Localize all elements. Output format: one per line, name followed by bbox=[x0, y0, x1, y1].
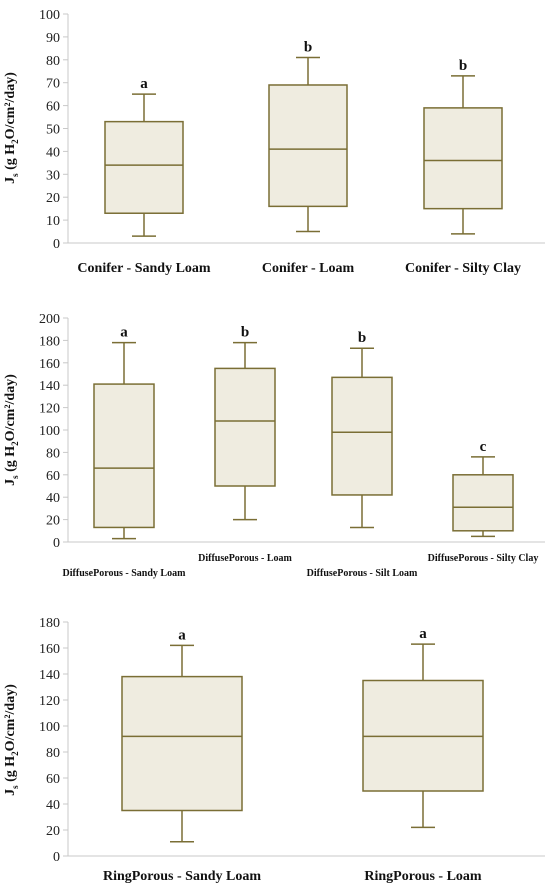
y-axis-title-part: O/cm²/day) bbox=[3, 684, 18, 752]
y-tick-label: 20 bbox=[46, 824, 60, 839]
chart-panel-1: 0 10 20 30 40 50 60 70 80 90 100 Js (g H2O/cm²/day)… bbox=[3, 8, 545, 276]
y-axis-title-part: O/cm²/day) bbox=[3, 72, 18, 140]
y-tick-label: 80 bbox=[46, 54, 60, 69]
box-2: b bbox=[268, 40, 348, 233]
y-axis-title-part: J bbox=[3, 789, 18, 796]
box-2: b bbox=[214, 325, 276, 521]
y-tick-label: 90 bbox=[46, 31, 60, 46]
box-3: b bbox=[331, 330, 393, 529]
category-label: RingPorous - Sandy Loam bbox=[103, 869, 261, 884]
box-2: a bbox=[362, 626, 484, 829]
chart-panel-3: 0 20 40 60 80 100 120 140 160 180 Js (g H2O/cm²/da… bbox=[3, 616, 545, 884]
y-tick-label: 20 bbox=[46, 191, 60, 206]
y-tick-label: 200 bbox=[39, 312, 60, 327]
y-tick-label: 60 bbox=[46, 100, 60, 115]
y-axis-title-part: (g H bbox=[3, 756, 18, 786]
y-tick-label: 0 bbox=[53, 536, 60, 551]
category-label: Conifer - Sandy Loam bbox=[77, 261, 210, 276]
y-axis-title-part: O/cm²/day) bbox=[3, 374, 18, 442]
category-label: Conifer - Loam bbox=[262, 261, 355, 276]
y-tick-label: 100 bbox=[39, 8, 60, 23]
y-tick-label: 60 bbox=[46, 469, 60, 484]
y-axis-title-part: J bbox=[3, 177, 18, 184]
significance-letter: b bbox=[459, 58, 467, 74]
y-tick-label: 40 bbox=[46, 145, 60, 160]
significance-letter: a bbox=[178, 627, 186, 643]
iqr-box bbox=[423, 107, 503, 210]
y-tick-label: 60 bbox=[46, 772, 60, 787]
iqr-box bbox=[93, 383, 155, 529]
y-tick-label: 140 bbox=[39, 379, 60, 394]
y-tick-label: 100 bbox=[39, 424, 60, 439]
y-tick-label: 180 bbox=[39, 616, 60, 631]
y-axis-title-part: s bbox=[10, 173, 20, 177]
y-axis-title-part: (g H bbox=[3, 446, 18, 476]
y-tick-label: 40 bbox=[46, 491, 60, 506]
y-axis-title: Js (g H2O/cm²/day) bbox=[3, 374, 20, 486]
y-axis-title-part: J bbox=[3, 479, 18, 486]
y-tick-label: 50 bbox=[46, 123, 60, 138]
y-tick-label: 40 bbox=[46, 798, 60, 813]
significance-letter: c bbox=[480, 439, 487, 455]
y-tick-label: 80 bbox=[46, 746, 60, 761]
significance-letter: b bbox=[358, 330, 366, 346]
iqr-box bbox=[452, 474, 514, 532]
category-label: DiffusePorous - Silty Clay bbox=[428, 553, 539, 564]
y-axis-title-part: 2 bbox=[10, 751, 20, 756]
iqr-box bbox=[214, 367, 276, 487]
significance-letter: a bbox=[120, 325, 128, 341]
iqr-box bbox=[104, 120, 184, 214]
category-label: DiffusePorous - Silt Loam bbox=[307, 568, 418, 579]
y-axis-title-part: 2 bbox=[10, 441, 20, 446]
y-axis-title: Js (g H2O/cm²/day) bbox=[3, 684, 20, 796]
y-tick-label: 100 bbox=[39, 720, 60, 735]
significance-letter: a bbox=[140, 76, 148, 92]
box-1: a bbox=[104, 76, 184, 237]
y-axis-title-part: 2 bbox=[10, 139, 20, 144]
y-tick-label: 120 bbox=[39, 694, 60, 709]
y-tick-label: 20 bbox=[46, 514, 60, 529]
y-tick-label: 70 bbox=[46, 77, 60, 92]
significance-letter: b bbox=[304, 40, 312, 56]
y-axis-title-part: s bbox=[10, 475, 20, 479]
y-tick-label: 160 bbox=[39, 642, 60, 657]
category-label: RingPorous - Loam bbox=[364, 869, 482, 884]
y-tick-label: 30 bbox=[46, 168, 60, 183]
y-tick-label: 0 bbox=[53, 237, 60, 252]
y-axis-title-part: s bbox=[10, 785, 20, 789]
box-3: b bbox=[423, 58, 503, 235]
y-tick-label: 80 bbox=[46, 446, 60, 461]
y-tick-label: 0 bbox=[53, 850, 60, 865]
y-tick-label: 10 bbox=[46, 214, 60, 229]
y-axis-title-part: (g H bbox=[3, 144, 18, 174]
y-tick-label: 120 bbox=[39, 402, 60, 417]
significance-letter: a bbox=[419, 626, 427, 642]
significance-letter: b bbox=[241, 325, 249, 341]
y-tick-label: 160 bbox=[39, 357, 60, 372]
box-1: a bbox=[93, 325, 155, 540]
category-label: DiffusePorous - Loam bbox=[198, 553, 292, 564]
iqr-box bbox=[331, 376, 393, 496]
chart-panel-2: 0 20 40 60 80 100 120 140 160 180 200 Js (g H2O/cm²… bbox=[3, 312, 545, 579]
category-label: Conifer - Silty Clay bbox=[405, 261, 521, 276]
y-axis-title: Js (g H2O/cm²/day) bbox=[3, 72, 20, 184]
box-4: c bbox=[452, 439, 514, 538]
iqr-box bbox=[268, 84, 348, 208]
box-1: a bbox=[121, 627, 243, 843]
y-tick-label: 180 bbox=[39, 334, 60, 349]
y-tick-label: 140 bbox=[39, 668, 60, 683]
category-label: DiffusePorous - Sandy Loam bbox=[63, 568, 187, 579]
iqr-box bbox=[121, 675, 243, 812]
